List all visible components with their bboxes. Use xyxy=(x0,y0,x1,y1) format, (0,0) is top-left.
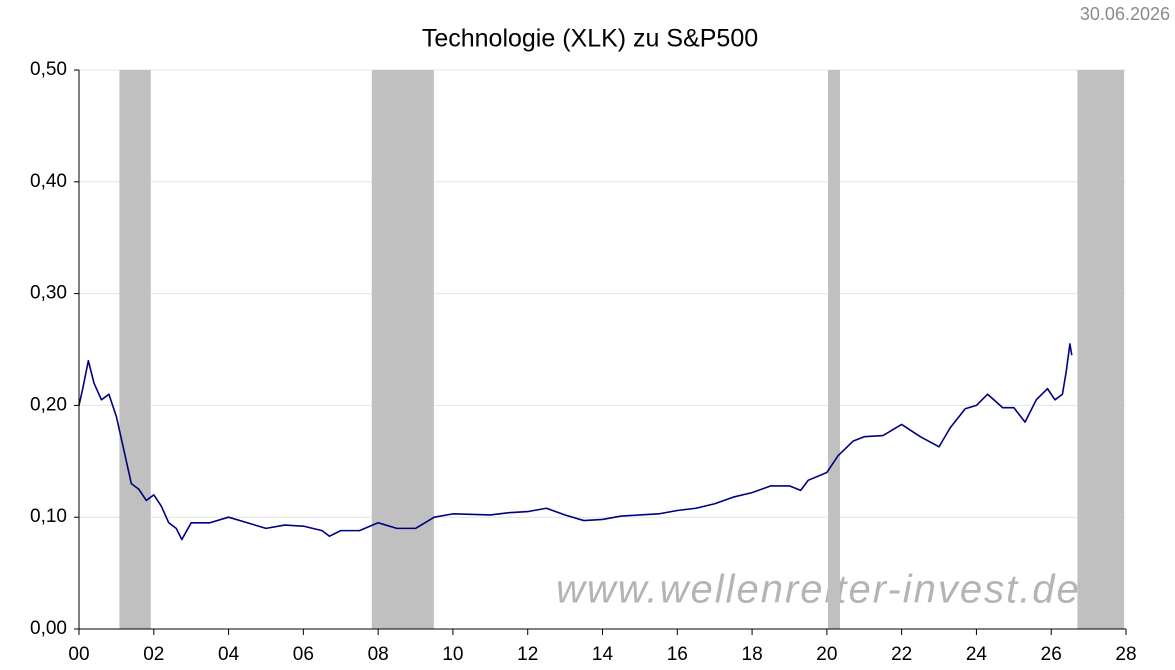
shaded-region xyxy=(1077,70,1125,629)
chart-title: Technologie (XLK) zu S&P500 xyxy=(422,25,758,53)
x-tick-label: 18 xyxy=(742,644,763,665)
x-tick-label: 28 xyxy=(1115,644,1136,665)
watermark: www.wellenreiter-invest.de xyxy=(556,568,1081,612)
shaded-region xyxy=(371,70,434,629)
y-tick-label: 0,20 xyxy=(30,394,67,415)
x-tick-label: 16 xyxy=(667,644,688,665)
y-tick-label: 0,10 xyxy=(30,506,67,527)
y-tick-label: 0,50 xyxy=(30,59,67,80)
y-tick-label: 0,40 xyxy=(30,171,67,192)
y-tick-label: 0,30 xyxy=(30,283,67,304)
x-tick-label: 20 xyxy=(816,644,837,665)
shaded-region xyxy=(119,70,151,629)
x-tick-label: 08 xyxy=(368,644,389,665)
x-tick-label: 22 xyxy=(891,644,912,665)
data-line xyxy=(78,343,1073,541)
x-tick-label: 10 xyxy=(442,644,463,665)
x-tick-label: 12 xyxy=(517,644,538,665)
x-tick-label: 14 xyxy=(592,644,614,665)
x-tick-label: 24 xyxy=(966,644,988,665)
shaded-region xyxy=(827,70,840,629)
x-tick-label: 26 xyxy=(1041,644,1062,665)
date-label: 30.06.2026 xyxy=(1080,4,1170,24)
y-tick-label: 0,00 xyxy=(30,618,67,639)
x-tick-label: 04 xyxy=(218,644,240,665)
x-tick-label: 02 xyxy=(143,644,164,665)
x-tick-label: 00 xyxy=(68,644,89,665)
x-tick-label: 06 xyxy=(293,644,314,665)
